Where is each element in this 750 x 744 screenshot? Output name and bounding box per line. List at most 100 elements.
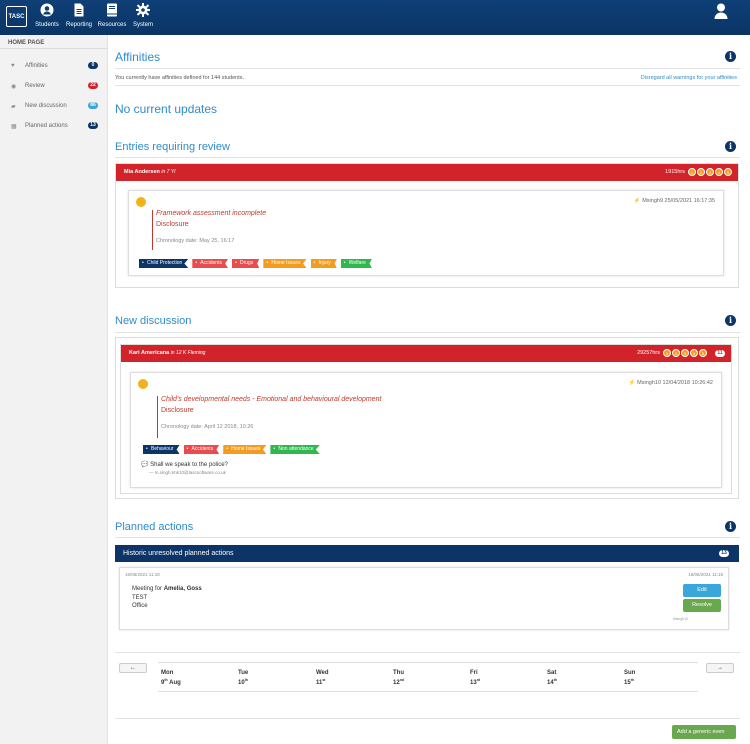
nav-resources-label: Resources [97, 22, 127, 28]
comment-icon: 💬 [141, 462, 149, 468]
discussion-title: New discussion [115, 315, 192, 327]
add-generic-event-button[interactable]: Add a generic even [672, 725, 736, 739]
count-badge: 86 [88, 102, 98, 109]
nav-resources[interactable]: Resources [97, 0, 127, 35]
book-icon [107, 3, 117, 17]
sidebar-item-new-discussion[interactable]: ▰ New discussion 86 [0, 101, 108, 113]
eye-icon: ◉ [11, 84, 17, 90]
tag-list: BehaviourAccidentsHome IssuesNon attenda… [143, 445, 324, 454]
entry-author: ⚡ Msingh10 12/04/2018 10:26:42 [628, 380, 713, 386]
entry-subtitle: Disclosure [156, 221, 189, 228]
sidebar-item-review[interactable]: ◉ Review 22 [0, 81, 108, 93]
divider [115, 332, 740, 333]
comment: 💬 Shall we speak to the police? [141, 462, 228, 468]
divider [115, 85, 740, 86]
entry-body: Framework assessment incomplete Disclosu… [152, 210, 266, 250]
meeting-line: Meeting for Amelia, Goss [132, 586, 202, 592]
heart-icon: ♥ [11, 63, 15, 69]
divider [115, 652, 740, 653]
calendar-icon: ▦ [11, 124, 17, 130]
resolve-button[interactable]: Resolve [683, 599, 721, 612]
nav-students[interactable]: Students [33, 0, 61, 35]
planned-header-title: Historic unresolved planned actions [123, 550, 234, 557]
tag: Home Issues [223, 445, 267, 454]
nav-reporting-label: Reporting [65, 22, 92, 28]
user-icon[interactable] [714, 3, 728, 19]
calendar-day[interactable]: Sun 15th [624, 670, 636, 686]
sidebar-item-label: Planned actions [25, 123, 68, 129]
calendar-day[interactable]: Thu 12nd [393, 670, 404, 686]
discussion-panel: Kari Americana in 12 K Fleming 29257hrs … [120, 344, 732, 494]
planned-title: Planned actions [115, 521, 194, 533]
chronology-date: Chronology date: May 25, 16:17 [156, 238, 235, 244]
tag: Injury [310, 259, 337, 268]
info-icon[interactable]: i [725, 51, 736, 62]
divider [115, 718, 740, 719]
divider [115, 68, 740, 69]
nav-reporting[interactable]: Reporting [64, 0, 94, 35]
tasc-logo[interactable]: TASC [6, 6, 27, 27]
tag: Accidents [192, 259, 228, 268]
divider [115, 537, 740, 538]
bolt-icon: ⚡ [633, 198, 641, 204]
calendar-day[interactable]: Tue 10th [238, 670, 249, 686]
discussion-student-header[interactable]: Kari Americana in 12 K Fleming 29257hrs … [121, 345, 731, 362]
disregard-warnings-link[interactable]: Disregard all warnings for your affiniti… [640, 75, 737, 81]
sidebar-item-planned-actions[interactable]: ▦ Planned actions 13 [0, 121, 108, 133]
entry-subtitle: Disclosure [161, 407, 194, 414]
tag: Drugs [231, 259, 260, 268]
action-line: TEST [132, 595, 148, 601]
hours-label: 1915hrs [665, 169, 685, 175]
planned-card: Historic unresolved planned actions 13 1… [115, 543, 739, 645]
action-date: 16/06/2021 11:18 [688, 572, 723, 577]
count-badge: 11 [715, 350, 725, 357]
action-date: 16/06/2021 11:18 [125, 572, 160, 577]
calendar-day[interactable]: Sat 14th [547, 670, 557, 686]
bolt-icon: ⚡ [628, 380, 636, 386]
comments-icon: ▰ [11, 104, 16, 110]
info-icon[interactable]: i [725, 521, 736, 532]
student-name: Kari Americana in 12 K Fleming [129, 350, 206, 356]
updates-title: No current updates [115, 102, 218, 116]
chronology-date: Chronology date: April 12 2018, 10:26 [161, 424, 254, 430]
thumbs-up-icon [138, 379, 148, 389]
count-badge: 0 [88, 62, 98, 69]
nav-system-label: System [132, 22, 153, 28]
affinities-text: You currently have affinities defined fo… [115, 75, 245, 81]
count-badge: 13 [88, 122, 98, 129]
sidebar-item-label: New discussion [25, 103, 67, 109]
planned-header: Historic unresolved planned actions 13 [115, 545, 739, 562]
tag-list: Child ProtectionAccidentsDrugsHome Issue… [139, 259, 376, 268]
calendar-day[interactable]: Wed 11st [316, 670, 329, 686]
entry-author: ⚡ Msingh9 25/05/2021 16:17:35 [633, 198, 715, 204]
tag: Behaviour [143, 445, 180, 454]
edit-button[interactable]: Edit [683, 584, 721, 597]
student-name: Mia Andersen in 7 YI [124, 169, 176, 175]
nav-system[interactable]: System [130, 0, 156, 35]
calendar-day[interactable]: Mon 9th Aug [161, 670, 181, 686]
count-badge: 22 [88, 82, 98, 89]
affinities-title: Affinities [115, 50, 161, 64]
divider [115, 157, 740, 158]
review-entry[interactable]: ⚡ Msingh9 25/05/2021 16:17:35 Framework … [128, 190, 724, 276]
nav-students-label: Students [35, 22, 59, 28]
calendar-next-button[interactable]: → [706, 663, 734, 673]
document-icon [74, 3, 84, 17]
calendar-prev-button[interactable]: ← [119, 663, 147, 673]
thumbs-up-icon [136, 197, 146, 207]
calendar-day[interactable]: Fri 13rd [470, 670, 481, 686]
info-icon[interactable]: i [725, 315, 736, 326]
gear-icon [136, 3, 150, 17]
info-icon[interactable]: i [725, 141, 736, 152]
sidebar-item-affinities[interactable]: ♥ Affinities 0 [0, 61, 108, 73]
tag: Child Protection [139, 259, 189, 268]
discussion-entry[interactable]: ⚡ Msingh10 12/04/2018 10:26:42 Child's d… [130, 372, 722, 488]
sidebar-heading: HOME PAGE [0, 35, 107, 49]
planned-action-item[interactable]: 16/06/2021 11:18 16/06/2021 11:18 Meetin… [119, 567, 729, 630]
count-badge: 13 [719, 550, 729, 557]
tag: Accidents [183, 445, 220, 454]
top-navigation-bar: TASC Students Reporting Resources System [0, 0, 750, 35]
